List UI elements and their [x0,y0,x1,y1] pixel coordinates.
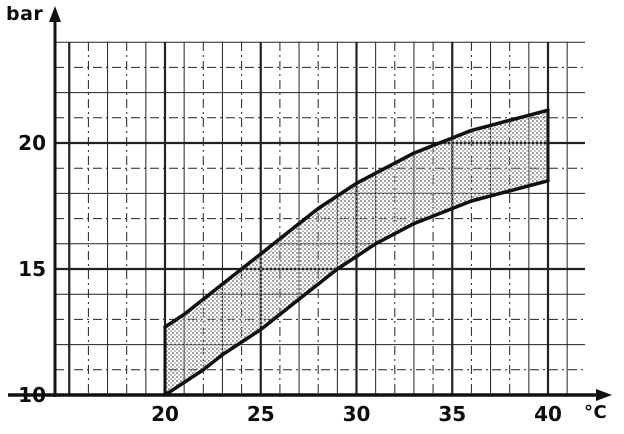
x-tick-label: 20 [151,402,179,426]
tick-labels: 20 25 30 35 40 10 15 20 [18,131,562,426]
x-tick-label: 25 [247,402,275,426]
x-tick-label: 30 [343,402,371,426]
x-tick-label: 40 [534,402,562,426]
axes [8,6,612,401]
upper-limit-curve [163,108,550,329]
y-axis-arrow [49,6,61,22]
y-tick-label: 10 [18,383,46,407]
lower-limit-curve [163,179,550,397]
y-axis-unit-label: bar [6,3,44,25]
limit-curves [163,108,550,397]
y-tick-label: 15 [18,257,46,281]
x-axis-arrow [596,389,612,401]
x-axis-unit-label: °C [584,402,608,423]
x-tick-label: 35 [438,402,466,426]
y-tick-label: 20 [18,131,46,155]
